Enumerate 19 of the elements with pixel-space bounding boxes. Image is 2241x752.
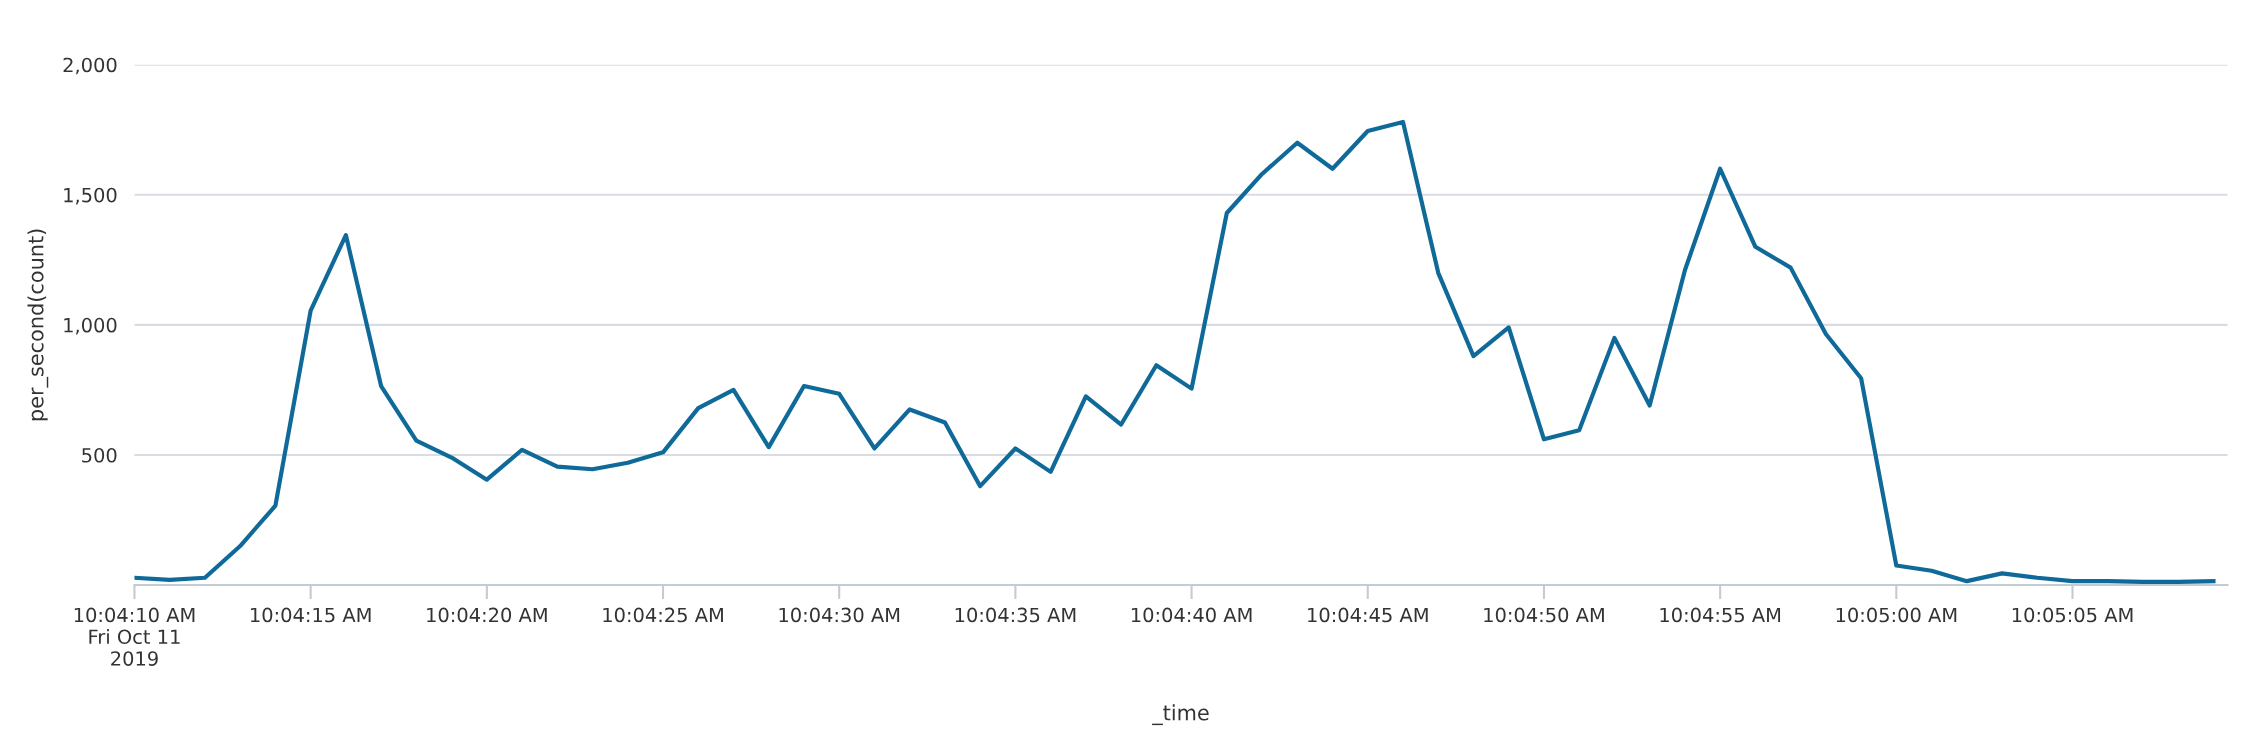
- y-axis-title: per_second(count): [27, 229, 49, 421]
- x-tick-label: 10:04:35 AM: [955, 607, 1076, 623]
- x-tick-label: 10:04:40 AM: [1131, 607, 1252, 623]
- x-tick-label: 10:05:00 AM: [1836, 607, 1957, 623]
- x-tick-label: 10:04:10 AM Fri Oct 11 2019: [74, 607, 195, 666]
- x-tick-label: 10:04:55 AM: [1660, 607, 1781, 623]
- y-tick-label: 2,000: [63, 57, 117, 75]
- x-tick-label: 10:05:05 AM: [2012, 607, 2133, 623]
- x-axis-title: _time: [1152, 704, 1209, 726]
- x-tick-label: 10:04:30 AM: [779, 607, 900, 623]
- y-tick-label: 1,500: [64, 187, 117, 205]
- x-tick-label: 10:04:45 AM: [1308, 607, 1428, 623]
- y-tick-label: 500: [82, 447, 117, 463]
- x-tick-label: 10:04:15 AM: [250, 607, 371, 623]
- y-tick-label: 1,000: [64, 317, 117, 335]
- x-tick-label: 10:04:25 AM: [603, 607, 723, 623]
- x-tick-label: 10:04:50 AM: [1484, 607, 1604, 623]
- line-series: [134, 119, 2216, 585]
- x-tick-label: 10:04:20 AM: [427, 607, 547, 623]
